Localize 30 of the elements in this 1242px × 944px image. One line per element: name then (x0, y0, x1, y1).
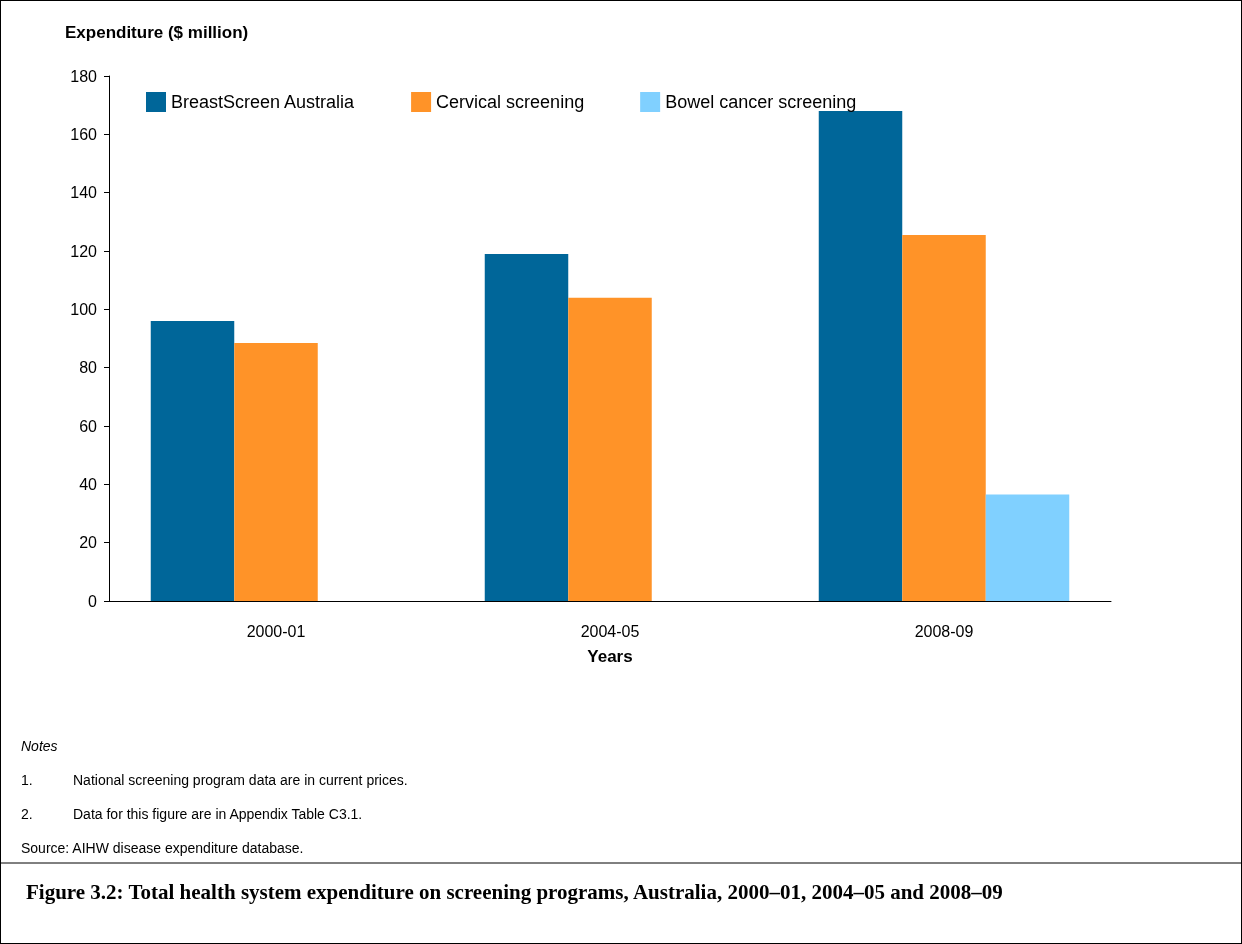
bar (568, 297, 652, 601)
legend-label: Bowel cancer screening (665, 92, 857, 112)
bar (234, 342, 318, 601)
bar (484, 253, 569, 601)
y-tick-label: 100 (70, 300, 98, 318)
x-tick-label: 2008-09 (914, 622, 974, 640)
y-tick-label: 20 (79, 534, 98, 552)
y-tick-label: 160 (70, 125, 98, 143)
legend-label: Cervical screening (436, 92, 585, 112)
source-note: Source: AIHW disease expenditure database. (21, 840, 304, 856)
text: Notes (21, 738, 58, 754)
x-tick-label: 2000-01 (246, 622, 306, 640)
text: Figure 3.2: Total health system expenditure on screening programs, Australia, 2000–01, 2004–05 and 2008–09 (26, 880, 1003, 904)
text: 2. Data for this figure are in Appendix Table C3.1. (21, 806, 363, 822)
y-tick-label: 60 (79, 417, 98, 435)
y-tick-label: 80 (79, 359, 98, 377)
y-tick-label: 120 (70, 242, 98, 260)
y-tick-label: 140 (70, 184, 98, 202)
text: 1. National screening program data are in current prices. (21, 772, 408, 788)
legend-label: BreastScreen Australia (171, 92, 356, 112)
y-axis-title: Expenditure ($ million) (65, 23, 249, 42)
bar (150, 321, 235, 601)
y-tick-label: 0 (88, 592, 98, 610)
y-tick-label: 40 (79, 475, 98, 493)
y-tick-label: 180 (70, 67, 98, 85)
bar (818, 111, 903, 601)
bar (902, 234, 986, 601)
x-axis-title: Years (587, 647, 633, 666)
x-tick-label: 2004-05 (580, 622, 640, 640)
bar (985, 494, 1070, 601)
